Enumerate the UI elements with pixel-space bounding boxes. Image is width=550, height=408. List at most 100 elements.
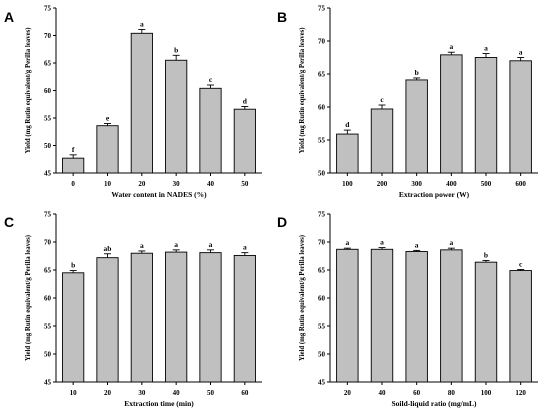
bar: [336, 133, 359, 174]
y-axis-title: Yield (mg Rutin equivalent/g Perilla lea…: [25, 27, 32, 153]
significance-label: a: [243, 243, 247, 252]
y-axis-title: Yield (mg Rutin equivalent/g Perilla lea…: [299, 27, 306, 153]
x-tick-label: 100: [481, 389, 492, 397]
y-tick-label: 70: [318, 38, 326, 46]
bar: [96, 257, 119, 383]
significance-label: b: [415, 68, 419, 77]
x-tick-label: 10: [70, 389, 78, 397]
significance-label: f: [72, 145, 75, 154]
x-tick-label: 20: [104, 389, 112, 397]
significance-label: a: [209, 240, 213, 249]
significance-label: a: [380, 238, 384, 247]
y-tick-label: 50: [318, 351, 326, 359]
x-tick-label: 40: [379, 389, 387, 397]
y-tick-label: 60: [44, 87, 52, 95]
panel-letter: B: [277, 9, 287, 25]
y-tick-label: 70: [44, 239, 52, 247]
bar: [62, 272, 85, 383]
x-tick-label: 20: [344, 389, 352, 397]
y-tick-label: 50: [44, 142, 52, 150]
x-tick-label: 60: [413, 389, 421, 397]
panel-b: B 50 55 60 65 70 75 d 100 c 200 b 300 a 400 a 500 a 600 Ext…: [277, 5, 538, 199]
bar: [130, 32, 153, 174]
panel-letter: D: [277, 214, 287, 230]
bar: [199, 252, 222, 383]
panel-c: C 45 50 55 60 65 70 75 b 10 ab 20 a 30 a 40 a 50 a 60 Extrac…: [4, 211, 262, 408]
y-tick-label: 55: [318, 323, 326, 331]
bar: [96, 125, 119, 174]
significance-label: b: [484, 250, 488, 259]
x-tick-label: 40: [207, 180, 215, 188]
bar: [474, 261, 498, 383]
y-tick-label: 60: [318, 104, 326, 112]
y-tick-label: 65: [318, 71, 326, 79]
x-tick-label: 60: [241, 389, 249, 397]
y-tick-label: 75: [318, 211, 326, 219]
x-axis-title: Soild-liquid ratio (mg/mL): [391, 399, 477, 408]
y-tick-label: 45: [44, 170, 52, 178]
y-tick-label: 70: [318, 239, 326, 247]
bar: [199, 87, 222, 174]
significance-label: a: [449, 42, 453, 51]
x-tick-label: 120: [515, 389, 526, 397]
bar: [405, 79, 428, 174]
y-tick-label: 75: [318, 5, 326, 13]
x-axis-title: Extraction time (min): [124, 399, 194, 408]
significance-label: a: [174, 240, 178, 249]
x-tick-label: 100: [342, 180, 353, 188]
x-tick-label: 300: [411, 180, 422, 188]
y-tick-label: 75: [44, 5, 52, 13]
y-tick-label: 55: [44, 323, 52, 331]
x-tick-label: 50: [241, 180, 249, 188]
x-tick-label: 0: [71, 180, 75, 188]
x-tick-label: 40: [173, 389, 181, 397]
significance-label: a: [449, 238, 453, 247]
x-axis-title: Extraction power (W): [399, 190, 470, 199]
bar: [233, 108, 256, 174]
x-tick-label: 30: [173, 180, 181, 188]
y-tick-label: 60: [44, 295, 52, 303]
x-tick-label: 20: [138, 180, 146, 188]
panel-letter: A: [4, 9, 14, 25]
bar: [509, 60, 532, 174]
x-axis-title: Water content in NADES (%): [111, 190, 207, 199]
y-tick-label: 60: [318, 295, 326, 303]
significance-label: d: [345, 120, 350, 129]
bar: [370, 248, 394, 383]
bar: [336, 248, 359, 383]
significance-label: b: [174, 45, 178, 54]
significance-label: e: [106, 114, 110, 123]
panel-a: A 45 50 55 60 65 70 75 f 0 e 10 a 20 b 30 c 40 d 50 Water co…: [4, 5, 262, 199]
x-tick-label: 50: [207, 389, 215, 397]
bar: [62, 157, 85, 174]
significance-label: c: [519, 259, 523, 268]
significance-label: a: [519, 48, 523, 57]
y-axis-title: Yield (mg Rutin equivalent/g Perilla lea…: [25, 235, 32, 361]
bar: [370, 108, 394, 174]
significance-label: c: [380, 95, 384, 104]
y-tick-label: 50: [318, 170, 326, 178]
y-tick-label: 45: [44, 379, 52, 387]
y-axis-title: Yield (mg Rutin equivalent/g Perilla lea…: [299, 235, 306, 361]
panel-letter: C: [4, 214, 14, 230]
significance-label: a: [140, 241, 144, 250]
x-tick-label: 10: [104, 180, 112, 188]
bar: [165, 251, 188, 383]
x-tick-label: 600: [515, 180, 526, 188]
y-tick-label: 75: [44, 211, 52, 219]
panel-d: D 45 50 55 60 65 70 75 a 20 a 40 a 60 a 80 b 100 c 120 Soild…: [277, 211, 538, 408]
bar: [130, 252, 153, 383]
bar: [474, 57, 498, 174]
significance-label: a: [415, 240, 419, 249]
significance-label: a: [484, 44, 488, 53]
significance-label: ab: [104, 244, 112, 253]
bar: [405, 251, 428, 383]
bar: [440, 54, 463, 174]
y-tick-label: 55: [44, 115, 52, 123]
x-tick-label: 30: [138, 389, 146, 397]
y-tick-label: 65: [44, 267, 52, 275]
x-tick-label: 400: [446, 180, 457, 188]
significance-label: a: [140, 19, 144, 28]
significance-label: c: [209, 75, 213, 84]
